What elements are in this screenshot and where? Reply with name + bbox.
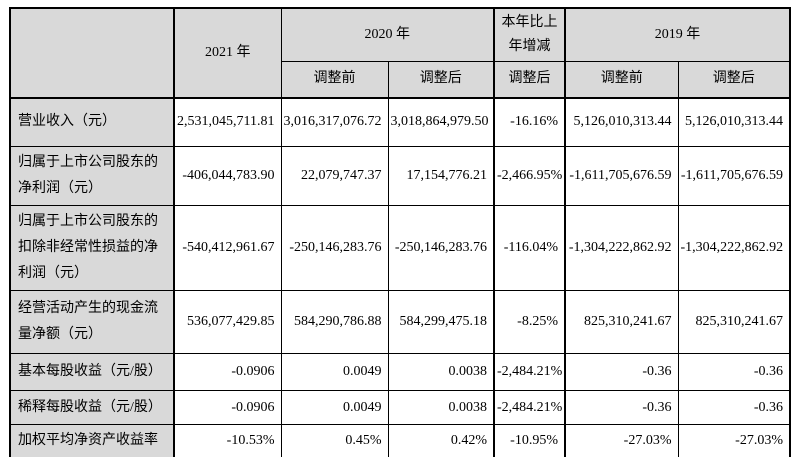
cell-2021: -540,412,961.67 bbox=[173, 205, 282, 291]
cell-2021: 536,077,429.85 bbox=[173, 290, 282, 354]
header-2020-post-adjust: 调整后 bbox=[387, 61, 495, 99]
header-year-2019: 2019 年 bbox=[564, 7, 791, 62]
header-corner-cell bbox=[9, 7, 175, 99]
cell-2021: -0.0906 bbox=[173, 390, 282, 425]
cell-yoy: -2,484.21% bbox=[493, 390, 566, 425]
cell-2021: 2,531,045,711.81 bbox=[173, 97, 282, 147]
table-row-operating-cash-flow: 经营活动产生的现金流量净额（元） 536,077,429.85 584,290,… bbox=[9, 290, 791, 354]
cell-2020-pre: 3,016,317,076.72 bbox=[280, 97, 389, 147]
cell-2020-post: 0.42% bbox=[387, 424, 495, 457]
cell-2019-post: -1,611,705,676.59 bbox=[677, 146, 791, 206]
header-yoy-post-adjust: 调整后 bbox=[493, 61, 566, 99]
header-year-2020: 2020 年 bbox=[280, 7, 495, 62]
header-yoy-change: 本年比上年增减 bbox=[493, 7, 566, 62]
header-2020-pre-adjust: 调整前 bbox=[280, 61, 389, 99]
cell-2021: -10.53% bbox=[173, 424, 282, 457]
financial-summary-table: 2021 年 2020 年 本年比上年增减 2019 年 调整前 调整后 调整后… bbox=[9, 7, 791, 457]
cell-yoy: -8.25% bbox=[493, 290, 566, 354]
cell-2019-pre: -0.36 bbox=[564, 390, 679, 425]
row-label: 归属于上市公司股东的扣除非经常性损益的净利润（元） bbox=[9, 205, 175, 291]
cell-2020-pre: 584,290,786.88 bbox=[280, 290, 389, 354]
cell-2019-pre: 825,310,241.67 bbox=[564, 290, 679, 354]
cell-2020-post: 17,154,776.21 bbox=[387, 146, 495, 206]
cell-2019-post: -1,304,222,862.92 bbox=[677, 205, 791, 291]
cell-2019-post: 825,310,241.67 bbox=[677, 290, 791, 354]
cell-2021: -0.0906 bbox=[173, 353, 282, 391]
header-2019-pre-adjust: 调整前 bbox=[564, 61, 679, 99]
table-row-operating-revenue: 营业收入（元） 2,531,045,711.81 3,016,317,076.7… bbox=[9, 97, 791, 147]
table-row-basic-eps: 基本每股收益（元/股） -0.0906 0.0049 0.0038 -2,484… bbox=[9, 353, 791, 391]
header-2019-post-adjust: 调整后 bbox=[677, 61, 791, 99]
cell-2020-pre: 22,079,747.37 bbox=[280, 146, 389, 206]
cell-yoy: -116.04% bbox=[493, 205, 566, 291]
table-row-net-profit: 归属于上市公司股东的净利润（元） -406,044,783.90 22,079,… bbox=[9, 146, 791, 206]
cell-2019-pre: -1,611,705,676.59 bbox=[564, 146, 679, 206]
row-label: 稀释每股收益（元/股） bbox=[9, 390, 175, 425]
cell-2019-post: -0.36 bbox=[677, 390, 791, 425]
cell-yoy: -16.16% bbox=[493, 97, 566, 147]
cell-2020-post: -250,146,283.76 bbox=[387, 205, 495, 291]
row-label: 经营活动产生的现金流量净额（元） bbox=[9, 290, 175, 354]
cell-2020-pre: 0.0049 bbox=[280, 353, 389, 391]
cell-2019-pre: -27.03% bbox=[564, 424, 679, 457]
cell-2021: -406,044,783.90 bbox=[173, 146, 282, 206]
cell-2020-post: 0.0038 bbox=[387, 390, 495, 425]
header-row-adjustment: 调整前 调整后 调整后 调整前 调整后 bbox=[10, 61, 791, 99]
cell-2020-post: 584,299,475.18 bbox=[387, 290, 495, 354]
cell-yoy: -10.95% bbox=[493, 424, 566, 457]
row-label: 归属于上市公司股东的净利润（元） bbox=[9, 146, 175, 206]
cell-2019-pre: 5,126,010,313.44 bbox=[564, 97, 679, 147]
cell-2019-post: -27.03% bbox=[677, 424, 791, 457]
table-row-net-profit-excl-nonrecurring: 归属于上市公司股东的扣除非经常性损益的净利润（元） -540,412,961.6… bbox=[9, 205, 791, 291]
cell-yoy: -2,466.95% bbox=[493, 146, 566, 206]
cell-2019-pre: -0.36 bbox=[564, 353, 679, 391]
cell-2019-pre: -1,304,222,862.92 bbox=[564, 205, 679, 291]
cell-2020-pre: -250,146,283.76 bbox=[280, 205, 389, 291]
row-label: 营业收入（元） bbox=[9, 97, 175, 147]
cell-2020-post: 0.0038 bbox=[387, 353, 495, 391]
cell-2019-post: -0.36 bbox=[677, 353, 791, 391]
cell-yoy: -2,484.21% bbox=[493, 353, 566, 391]
cell-2020-post: 3,018,864,979.50 bbox=[387, 97, 495, 147]
row-label: 基本每股收益（元/股） bbox=[9, 353, 175, 391]
table-row-diluted-eps: 稀释每股收益（元/股） -0.0906 0.0049 0.0038 -2,484… bbox=[9, 390, 791, 425]
table-row-weighted-avg-roe: 加权平均净资产收益率 -10.53% 0.45% 0.42% -10.95% -… bbox=[9, 424, 791, 457]
header-year-2021: 2021 年 bbox=[173, 7, 282, 99]
header-row-years: 2021 年 2020 年 本年比上年增减 2019 年 bbox=[9, 7, 791, 99]
cell-2019-post: 5,126,010,313.44 bbox=[677, 97, 791, 147]
cell-2020-pre: 0.45% bbox=[280, 424, 389, 457]
row-label: 加权平均净资产收益率 bbox=[9, 424, 175, 457]
cell-2020-pre: 0.0049 bbox=[280, 390, 389, 425]
